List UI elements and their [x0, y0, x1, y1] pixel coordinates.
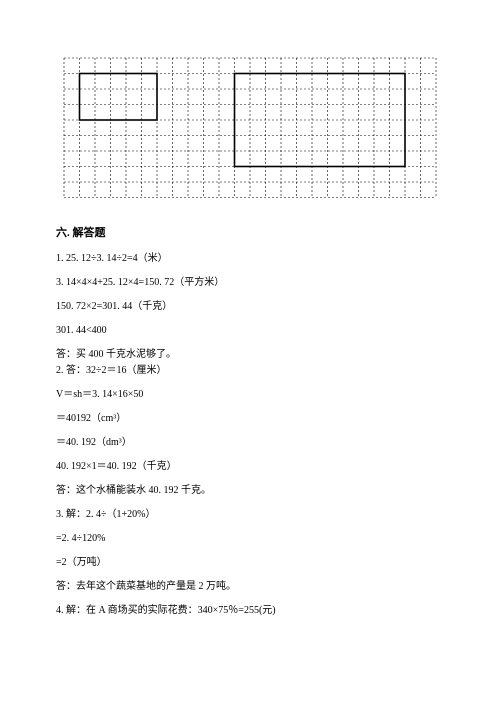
- section-title: 六. 解答题: [56, 224, 444, 240]
- answer-line: 答：去年这个蔬菜基地的产量是 2 万吨。: [56, 580, 444, 594]
- solution-line: =2. 4÷120%: [56, 532, 444, 546]
- solution-line: 1. 25. 12÷3. 14÷2=4（米）: [56, 252, 444, 266]
- solution-line: V＝sh＝3. 14×16×50: [56, 388, 444, 402]
- grid-figure: [56, 56, 444, 196]
- grid-svg: [56, 56, 444, 202]
- solution-line: 301. 44<400: [56, 324, 444, 338]
- solution-line: =2（万吨）: [56, 556, 444, 570]
- solution-line: 150. 72×2=301. 44（千克）: [56, 300, 444, 314]
- solution-line: 3. 解：2. 4÷（1+20%）: [56, 508, 444, 522]
- solution-line: 4. 解：在 A 商场买的实际花费：340×75％=255(元): [56, 604, 444, 618]
- solution-line: 2. 答：32÷2＝16（厘米）: [56, 364, 444, 378]
- solution-line: ＝40. 192（dm³）: [56, 436, 444, 450]
- answer-line: 答：这个水桶能装水 40. 192 千克。: [56, 484, 444, 498]
- page: 六. 解答题 1. 25. 12÷3. 14÷2=4（米） 3. 14×4×4+…: [0, 0, 500, 648]
- solution-line: 40. 192×1＝40. 192（千克）: [56, 460, 444, 474]
- solution-line: 3. 14×4×4+25. 12×4=150. 72（平方米）: [56, 276, 444, 290]
- solution-line: ＝40192（cm³）: [56, 412, 444, 426]
- answer-line: 答：买 400 千克水泥够了。: [56, 348, 444, 362]
